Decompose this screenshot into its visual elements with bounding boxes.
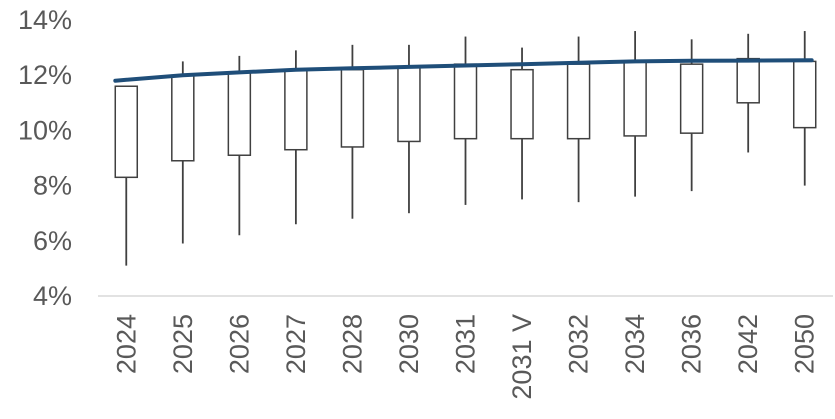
x-tick-label: 2024: [111, 314, 141, 374]
box-plot-item: [792, 31, 817, 186]
x-tick-label: 2028: [337, 314, 367, 374]
box: [510, 68, 534, 140]
box-plot-item: [453, 36, 478, 205]
x-tick-label: 2026: [224, 314, 254, 374]
x-tick-label: 2031: [451, 314, 481, 374]
trend-line: [113, 58, 814, 83]
x-tick-label: 2030: [394, 314, 424, 374]
y-tick-label: 12%: [18, 60, 72, 90]
x-tick-label: 2036: [677, 314, 707, 374]
box-plot-item: [227, 55, 252, 236]
box-plot-item: [510, 47, 534, 200]
x-tick-label: 2031 V: [507, 314, 537, 400]
y-tick-label: 6%: [33, 226, 72, 256]
y-tick-label: 4%: [33, 281, 72, 311]
box: [679, 63, 704, 134]
box: [340, 68, 365, 148]
box: [792, 60, 817, 129]
box: [227, 71, 252, 156]
box: [284, 68, 308, 151]
box: [171, 74, 195, 162]
box: [623, 60, 647, 137]
x-tick-label: 2034: [620, 314, 650, 374]
x-tick-label: 2050: [790, 314, 820, 374]
y-tick-label: 8%: [33, 171, 72, 201]
box: [736, 57, 760, 104]
y-axis-tick-labels: 4% 6% 8% 10% 12% 14%: [18, 5, 72, 311]
x-tick-label: 2032: [564, 314, 594, 374]
box-plot-item: [679, 39, 704, 192]
box-plot-item: [623, 31, 647, 197]
box: [453, 63, 478, 140]
box: [397, 66, 421, 143]
box: [566, 63, 591, 140]
x-axis-tick-labels: 2024 2025 2026 2027 2028 2030 2031 2031 V 2032 20…: [111, 314, 819, 400]
box: [114, 85, 139, 179]
x-tick-label: 2027: [281, 314, 311, 374]
box-plot-item: [397, 44, 421, 214]
x-tick-label: 2025: [168, 314, 198, 374]
box-plot-item: [340, 44, 365, 219]
y-tick-label: 14%: [18, 5, 72, 35]
box-series: [114, 31, 817, 266]
box-plot-item: [171, 61, 195, 244]
box-plot-item: [114, 85, 139, 266]
box-plot-item: [284, 50, 308, 225]
y-tick-label: 10%: [18, 115, 72, 145]
x-tick-label: 2042: [733, 314, 763, 374]
box-plot-item: [736, 33, 760, 153]
